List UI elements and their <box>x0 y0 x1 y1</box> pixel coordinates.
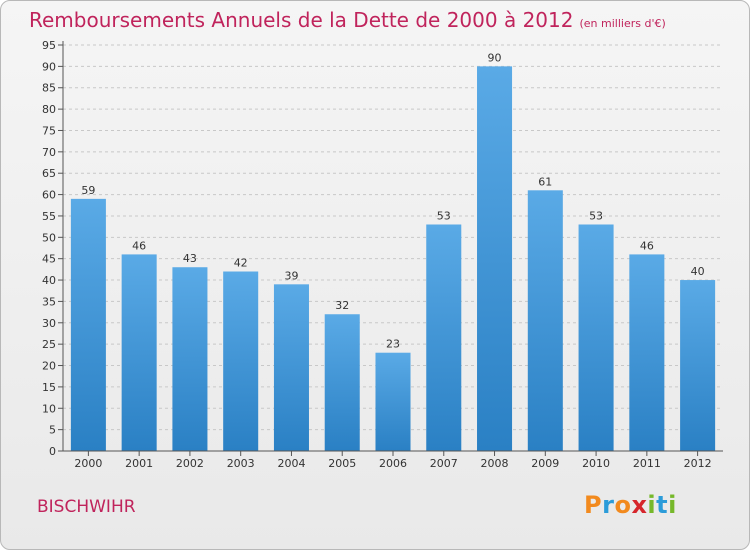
bars: 59 46 43 42 39 32 23 53 90 61 53 46 40 <box>70 51 716 452</box>
y-tick-label: 65 <box>42 167 56 180</box>
x-tick-label: 2003 <box>227 457 255 470</box>
y-tick-label: 55 <box>42 210 56 223</box>
x-tick-label: 2010 <box>582 457 610 470</box>
x-tick-label: 2004 <box>277 457 305 470</box>
bar <box>477 66 513 452</box>
value-label: 46 <box>132 239 146 252</box>
value-label: 43 <box>183 252 197 265</box>
proxiti-logo: Proxiti <box>584 491 677 519</box>
x-tick-label: 2005 <box>328 457 356 470</box>
value-label: 42 <box>234 257 248 270</box>
commune-name: BISCHWIHR <box>37 497 136 517</box>
y-tick-label: 60 <box>42 189 56 202</box>
y-tick-label: 90 <box>42 60 56 73</box>
title-text: Remboursements Annuels de la Dette de 20… <box>29 8 574 32</box>
x-tick-label: 2011 <box>633 457 661 470</box>
x-tick-label: 2012 <box>684 457 712 470</box>
logo-letter: r <box>602 491 615 519</box>
value-label: 39 <box>284 269 298 282</box>
bar <box>172 267 208 451</box>
x-tick-label: 2000 <box>74 457 102 470</box>
y-tick-label: 95 <box>42 39 56 52</box>
value-label: 61 <box>538 175 552 188</box>
value-label: 53 <box>437 209 451 222</box>
y-tick-label: 25 <box>42 338 56 351</box>
bar <box>70 198 106 451</box>
y-tick-label: 50 <box>42 231 56 244</box>
bar <box>680 280 716 451</box>
x-tick-label: 2007 <box>430 457 458 470</box>
y-tick-label: 10 <box>42 402 56 415</box>
value-label: 46 <box>640 239 654 252</box>
bar <box>223 271 259 451</box>
value-label: 53 <box>589 209 603 222</box>
bar <box>629 254 665 451</box>
chart-title: Remboursements Annuels de la Dette de 20… <box>29 8 666 32</box>
axes: 0 5 10 15 20 25 30 35 40 45 50 55 60 65 70 75 80 85 90 95 20… <box>42 39 723 470</box>
value-label: 32 <box>335 299 349 312</box>
bar <box>527 190 563 451</box>
y-tick-label: 70 <box>42 146 56 159</box>
bar <box>375 352 411 451</box>
y-tick-label: 15 <box>42 381 56 394</box>
value-label: 59 <box>81 184 95 197</box>
logo-letter: i <box>647 491 657 519</box>
y-tick-label: 5 <box>49 424 56 437</box>
value-label: 40 <box>691 265 705 278</box>
y-tick-label: 40 <box>42 274 56 287</box>
y-tick-label: 75 <box>42 124 56 137</box>
logo-letter: x <box>631 491 648 519</box>
unit-note: (en milliers d'€) <box>579 17 666 30</box>
y-tick-label: 85 <box>42 82 56 95</box>
logo-letter: P <box>584 491 603 519</box>
y-tick-label: 0 <box>49 445 56 458</box>
y-tick-label: 20 <box>42 360 56 373</box>
bar <box>121 254 157 451</box>
value-label: 90 <box>488 51 502 64</box>
logo-letter: o <box>614 491 632 519</box>
y-tick-label: 30 <box>42 317 56 330</box>
x-tick-label: 2002 <box>176 457 204 470</box>
bar <box>273 284 309 451</box>
bar <box>426 224 462 451</box>
y-tick-label: 80 <box>42 103 56 116</box>
x-tick-label: 2001 <box>125 457 153 470</box>
y-tick-label: 35 <box>42 295 56 308</box>
logo-letter: i <box>668 491 677 519</box>
y-tick-label: 45 <box>42 253 56 266</box>
x-tick-label: 2006 <box>379 457 407 470</box>
x-tick-label: 2008 <box>481 457 509 470</box>
value-label: 23 <box>386 338 400 351</box>
bar <box>578 224 614 451</box>
x-tick-label: 2009 <box>531 457 559 470</box>
bar <box>324 314 360 451</box>
logo-letter: t <box>656 491 669 519</box>
